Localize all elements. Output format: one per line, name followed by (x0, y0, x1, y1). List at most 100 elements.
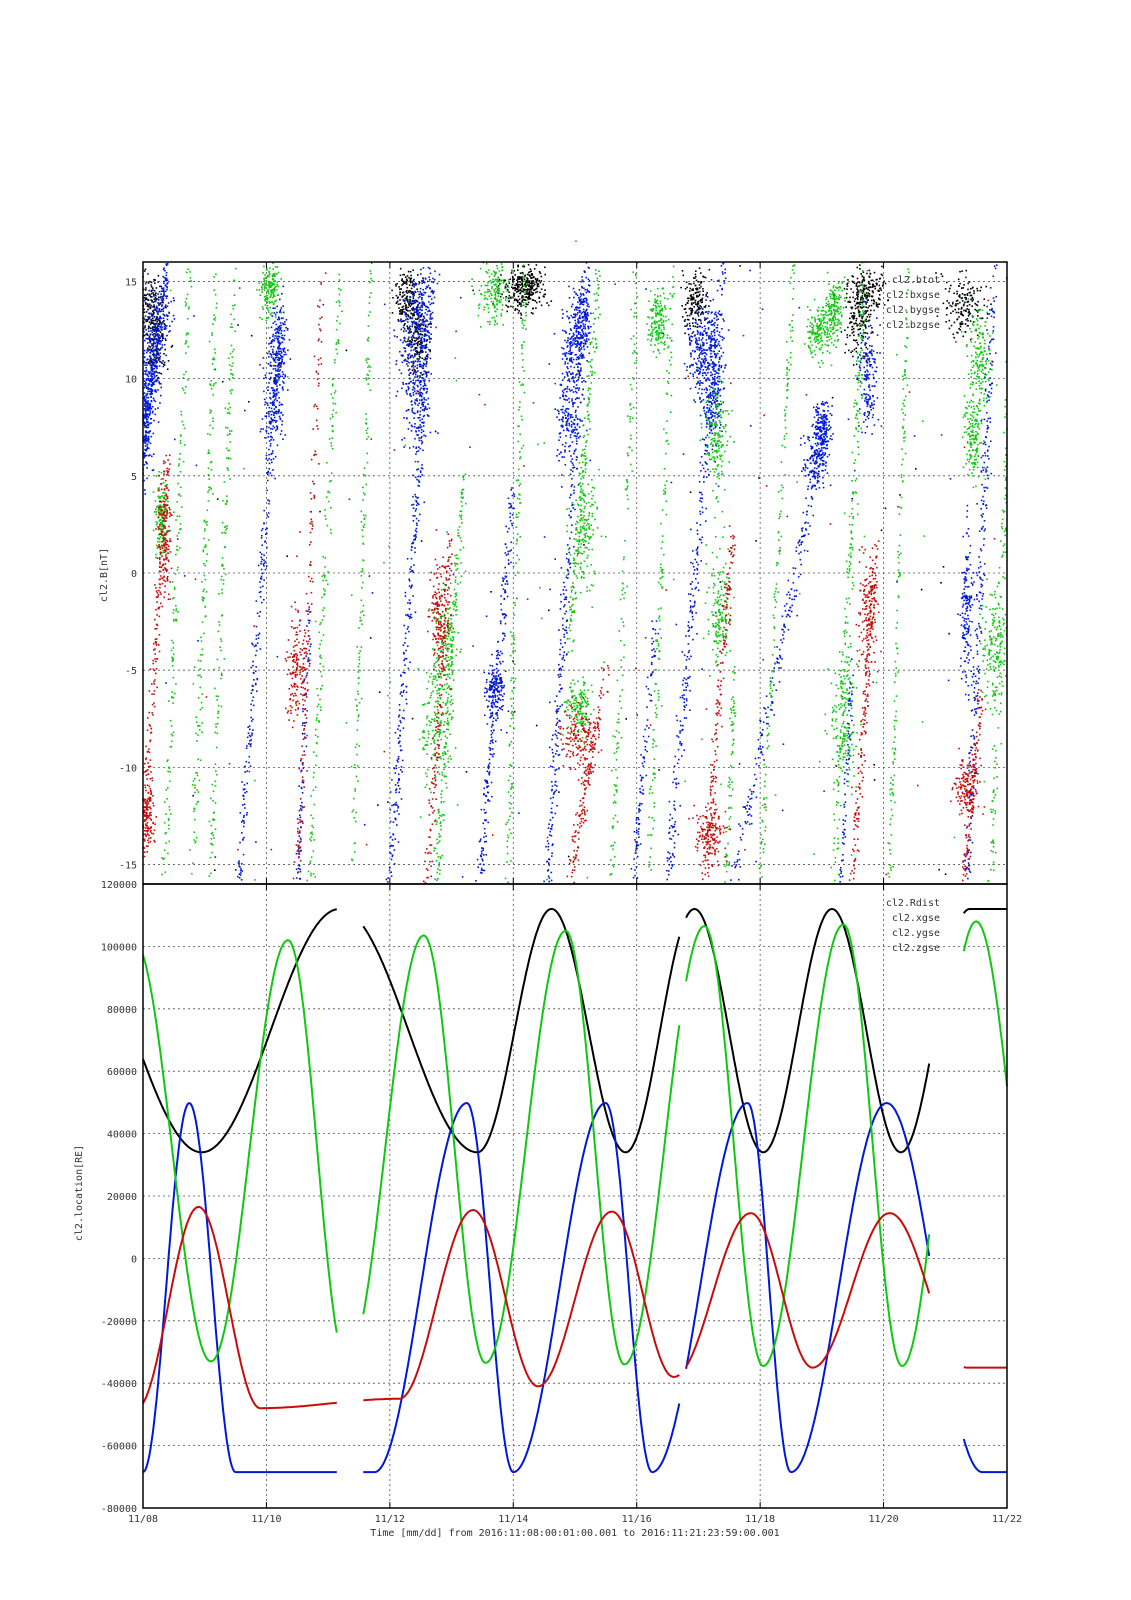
data-point (962, 535, 964, 538)
data-point (429, 349, 431, 351)
data-point (272, 458, 275, 460)
data-point (865, 292, 868, 294)
data-point (714, 388, 717, 390)
data-point (859, 367, 861, 369)
data-point (869, 324, 872, 327)
data-point (961, 593, 964, 595)
data-point (145, 449, 148, 452)
data-point (420, 315, 423, 317)
data-point (706, 396, 708, 398)
data-point (966, 609, 968, 612)
data-point (410, 303, 413, 306)
data-point (708, 335, 710, 337)
data-point (975, 309, 978, 312)
data-point (422, 373, 425, 376)
data-point (421, 357, 424, 359)
data-point (143, 299, 146, 302)
data-point (164, 348, 166, 351)
data-point (802, 467, 805, 469)
data-point (433, 296, 436, 299)
data-point (155, 379, 157, 381)
data-point (821, 418, 823, 420)
data-point (860, 299, 862, 301)
data-point (865, 297, 868, 300)
data-point (403, 294, 406, 296)
data-point (703, 372, 706, 374)
data-point (869, 365, 871, 367)
data-point (500, 682, 503, 684)
data-point (966, 504, 969, 507)
data-point (400, 288, 402, 290)
data-point (369, 637, 372, 639)
data-point (270, 372, 273, 374)
data-point (574, 309, 576, 311)
data-point (527, 288, 530, 291)
data-point (708, 305, 710, 307)
data-point (149, 337, 151, 339)
data-point (502, 705, 504, 707)
data-point (699, 281, 702, 283)
data-point (565, 620, 568, 622)
data-point (961, 606, 964, 608)
data-point (686, 323, 689, 325)
data-point (154, 326, 156, 329)
data-point (278, 340, 280, 342)
data-point (418, 336, 420, 338)
data-point (960, 677, 963, 680)
data-point (566, 390, 568, 393)
data-point (527, 303, 529, 306)
data-point (272, 357, 275, 360)
data-point (276, 381, 279, 383)
data-point (965, 630, 968, 633)
data-point (968, 303, 971, 306)
data-point (153, 374, 156, 377)
data-point (699, 320, 702, 322)
data-point (157, 302, 159, 304)
data-point (858, 314, 861, 316)
data-point (149, 307, 152, 310)
data-point (418, 281, 421, 284)
data-point (145, 369, 148, 371)
data-point (268, 372, 271, 375)
data-point (408, 340, 411, 343)
data-point (852, 315, 855, 317)
data-point (511, 283, 514, 286)
data-point (164, 306, 167, 308)
data-point (564, 414, 567, 417)
data-point (279, 328, 282, 331)
data-point (413, 283, 416, 286)
data-point (808, 439, 811, 442)
data-point (156, 334, 158, 336)
data-point (968, 568, 970, 570)
data-point (146, 446, 149, 448)
data-point (701, 341, 704, 344)
data-point (565, 435, 567, 437)
data-point (705, 369, 708, 371)
data-point (412, 356, 415, 359)
data-point (154, 279, 156, 281)
data-point (683, 320, 686, 322)
data-point (825, 424, 827, 426)
data-point (706, 292, 708, 294)
data-point (582, 294, 585, 296)
data-point (688, 333, 690, 336)
data-point (434, 430, 437, 433)
data-point (273, 416, 276, 419)
data-point (416, 308, 418, 310)
data-point (401, 439, 403, 441)
data-point (272, 368, 275, 370)
data-point (804, 469, 806, 472)
data-point (414, 299, 416, 302)
data-point (517, 277, 520, 280)
data-point (276, 427, 279, 429)
data-point (516, 279, 518, 281)
data-point (815, 453, 817, 455)
data-point (399, 319, 402, 321)
data-point (658, 769, 660, 771)
data-point (164, 315, 166, 317)
data-point (243, 803, 246, 806)
data-point (277, 341, 279, 343)
data-point (568, 285, 570, 288)
data-point (489, 681, 491, 683)
data-point (170, 346, 173, 348)
